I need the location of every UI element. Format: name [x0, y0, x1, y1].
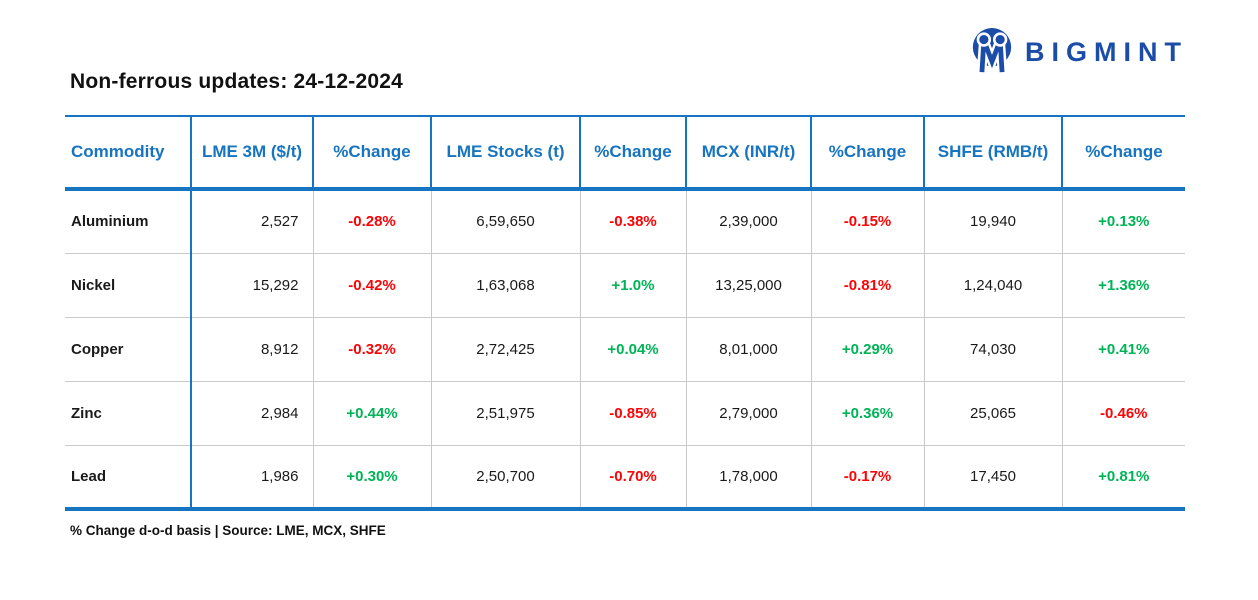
cell-mcx: 13,25,000	[686, 253, 812, 318]
brand-name: BIGMINT	[1025, 36, 1188, 67]
cell-lme-stocks: 1,63,068	[431, 253, 581, 318]
cell-lme3m: 1,986	[191, 445, 314, 511]
cell-lme3m-change: -0.42%	[313, 253, 432, 318]
table-header-row: Commodity LME 3M ($/t) %Change LME Stock…	[65, 115, 1185, 191]
cell-shfe: 17,450	[924, 445, 1063, 511]
cell-shfe: 1,24,040	[924, 253, 1063, 318]
col-header-lme-stocks: LME Stocks (t)	[431, 115, 581, 191]
cell-mcx: 1,78,000	[686, 445, 812, 511]
table-row-aluminium: Aluminium 2,527 -0.28% 6,59,650 -0.38% 2…	[65, 189, 1185, 254]
cell-commodity: Nickel	[65, 253, 192, 318]
col-header-commodity: Commodity	[65, 115, 192, 191]
cell-mcx: 8,01,000	[686, 317, 812, 382]
col-header-change-3: %Change	[811, 115, 925, 191]
cell-stocks-change: -0.38%	[580, 189, 687, 254]
col-header-change-2: %Change	[580, 115, 687, 191]
cell-stocks-change: +0.04%	[580, 317, 687, 382]
table-row-nickel: Nickel 15,292 -0.42% 1,63,068 +1.0% 13,2…	[65, 253, 1185, 318]
cell-mcx-change: +0.36%	[811, 381, 925, 446]
cell-mcx-change: +0.29%	[811, 317, 925, 382]
cell-commodity: Copper	[65, 317, 192, 382]
commodity-table: Commodity LME 3M ($/t) %Change LME Stock…	[65, 115, 1185, 511]
cell-lme3m-change: -0.32%	[313, 317, 432, 382]
col-header-change-1: %Change	[313, 115, 432, 191]
cell-shfe-change: -0.46%	[1062, 381, 1185, 446]
cell-mcx-change: -0.81%	[811, 253, 925, 318]
page-title: Non-ferrous updates: 24-12-2024	[70, 70, 403, 93]
cell-lme-stocks: 2,50,700	[431, 445, 581, 511]
cell-shfe-change: +0.41%	[1062, 317, 1185, 382]
cell-lme-stocks: 6,59,650	[431, 189, 581, 254]
cell-mcx-change: -0.17%	[811, 445, 925, 511]
table-row-lead: Lead 1,986 +0.30% 2,50,700 -0.70% 1,78,0…	[65, 445, 1185, 511]
cell-commodity: Aluminium	[65, 189, 192, 254]
table-row-copper: Copper 8,912 -0.32% 2,72,425 +0.04% 8,01…	[65, 317, 1185, 382]
brand-logo: BIGMINT	[969, 28, 1188, 76]
cell-shfe-change: +1.36%	[1062, 253, 1185, 318]
cell-shfe: 19,940	[924, 189, 1063, 254]
cell-mcx-change: -0.15%	[811, 189, 925, 254]
cell-lme3m-change: +0.44%	[313, 381, 432, 446]
source-footnote: % Change d-o-d basis | Source: LME, MCX,…	[70, 523, 386, 538]
cell-shfe: 74,030	[924, 317, 1063, 382]
cell-lme3m: 2,527	[191, 189, 314, 254]
cell-lme-stocks: 2,72,425	[431, 317, 581, 382]
cell-stocks-change: -0.85%	[580, 381, 687, 446]
cell-mcx: 2,79,000	[686, 381, 812, 446]
cell-lme3m-change: +0.30%	[313, 445, 432, 511]
bigmint-m-circle-icon	[969, 28, 1015, 76]
col-header-change-4: %Change	[1062, 115, 1185, 191]
cell-shfe-change: +0.81%	[1062, 445, 1185, 511]
cell-lme3m: 2,984	[191, 381, 314, 446]
cell-mcx: 2,39,000	[686, 189, 812, 254]
cell-stocks-change: +1.0%	[580, 253, 687, 318]
col-header-mcx: MCX (INR/t)	[686, 115, 812, 191]
cell-commodity: Lead	[65, 445, 192, 511]
col-header-lme3m: LME 3M ($/t)	[191, 115, 314, 191]
cell-stocks-change: -0.70%	[580, 445, 687, 511]
cell-shfe: 25,065	[924, 381, 1063, 446]
cell-commodity: Zinc	[65, 381, 192, 446]
col-header-shfe: SHFE (RMB/t)	[924, 115, 1063, 191]
table-row-zinc: Zinc 2,984 +0.44% 2,51,975 -0.85% 2,79,0…	[65, 381, 1185, 446]
cell-lme-stocks: 2,51,975	[431, 381, 581, 446]
cell-lme3m: 8,912	[191, 317, 314, 382]
cell-lme3m: 15,292	[191, 253, 314, 318]
cell-lme3m-change: -0.28%	[313, 189, 432, 254]
cell-shfe-change: +0.13%	[1062, 189, 1185, 254]
